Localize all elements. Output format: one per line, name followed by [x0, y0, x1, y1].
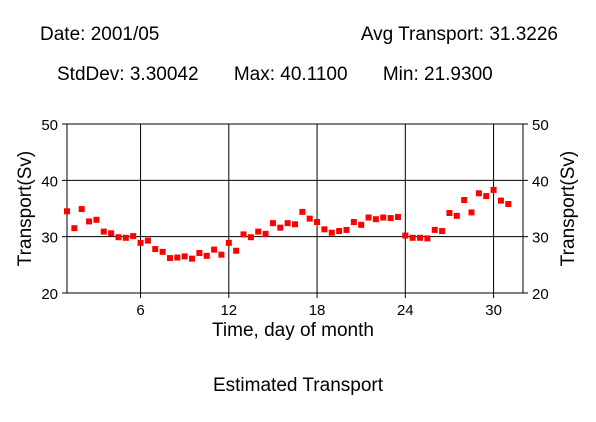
data-point [203, 252, 210, 259]
data-point [490, 186, 497, 193]
data-point [402, 232, 409, 239]
y-axis-label-right: Transport(Sv) [558, 151, 579, 266]
data-point [233, 247, 240, 254]
y-tick-label-right: 50 [532, 117, 549, 134]
data-point [122, 234, 129, 241]
data-point [86, 218, 93, 225]
data-point [152, 246, 159, 253]
data-point [365, 214, 372, 221]
min-label: Min: 21.9300 [382, 64, 493, 85]
x-tick-label: 18 [309, 302, 326, 319]
data-point [115, 234, 122, 241]
data-point [475, 190, 482, 197]
y-tick-label-right: 40 [532, 173, 549, 190]
data-point [483, 193, 490, 200]
x-tick-label: 6 [136, 302, 144, 319]
data-point [225, 239, 232, 246]
data-point [380, 214, 387, 221]
data-point [328, 229, 335, 236]
data-point [292, 221, 298, 228]
data-point [159, 248, 166, 255]
plot-frame [66, 123, 524, 294]
y-tick-label-right: 30 [532, 230, 549, 247]
max-label: Max: 40.1100 [233, 64, 348, 85]
data-point [299, 208, 306, 215]
data-point [387, 215, 394, 222]
x-tick-label: 30 [485, 302, 502, 319]
data-point [372, 216, 379, 223]
data-point [343, 226, 350, 233]
data-point [174, 254, 181, 261]
data-point [468, 209, 475, 216]
data-point [137, 239, 144, 246]
x-axis-label: Time, day of month [212, 320, 374, 341]
y-tick-label-left: 50 [41, 117, 58, 134]
data-point [277, 224, 284, 231]
x-tick-label: 12 [220, 302, 237, 319]
data-point [144, 237, 151, 244]
data-point [409, 234, 416, 241]
data-point [255, 228, 262, 235]
data-point [284, 220, 291, 227]
data-point [417, 234, 424, 241]
data-point [439, 228, 446, 235]
date-label: Date: 2001/05 [40, 24, 160, 45]
data-point [211, 246, 218, 253]
data-point [505, 200, 512, 207]
data-point [446, 210, 453, 217]
data-point [78, 206, 85, 213]
data-point [453, 212, 460, 219]
data-point [247, 234, 254, 241]
y-tick-label-left: 20 [41, 286, 58, 303]
data-point [350, 219, 357, 226]
data-point [181, 253, 188, 260]
stddev-label: StdDev: 3.30042 [57, 64, 199, 85]
data-point [100, 228, 107, 235]
data-point [314, 219, 321, 226]
data-point [336, 228, 343, 235]
y-tick-label-left: 40 [41, 173, 58, 190]
data-point [394, 213, 401, 220]
data-point [321, 226, 328, 233]
stats-line: StdDev: 3.30042 Max: 40.1100 Min: 21.930… [57, 64, 523, 86]
data-point [431, 226, 438, 233]
data-point [240, 231, 247, 238]
data-point [64, 208, 70, 215]
data-point [306, 215, 313, 222]
x-tick-label: 24 [397, 302, 414, 319]
data-point [424, 235, 431, 242]
data-point [497, 197, 504, 204]
y-tick-label-right: 20 [532, 286, 549, 303]
data-point [218, 251, 225, 258]
data-point [461, 197, 468, 204]
data-point [71, 225, 78, 232]
data-point [108, 230, 115, 237]
data-point [358, 221, 365, 228]
data-point [130, 233, 137, 240]
chart-caption: Estimated Transport [212, 375, 384, 396]
data-point [93, 216, 100, 223]
y-axis-label-left: Transport(Sv) [15, 151, 36, 266]
y-tick-label-left: 30 [41, 230, 58, 247]
data-point [166, 255, 173, 262]
data-point [189, 255, 196, 262]
data-point [196, 250, 203, 257]
avg-transport-label: Avg Transport: 31.3226 [360, 24, 558, 45]
data-point [269, 220, 276, 227]
data-point [262, 230, 269, 237]
